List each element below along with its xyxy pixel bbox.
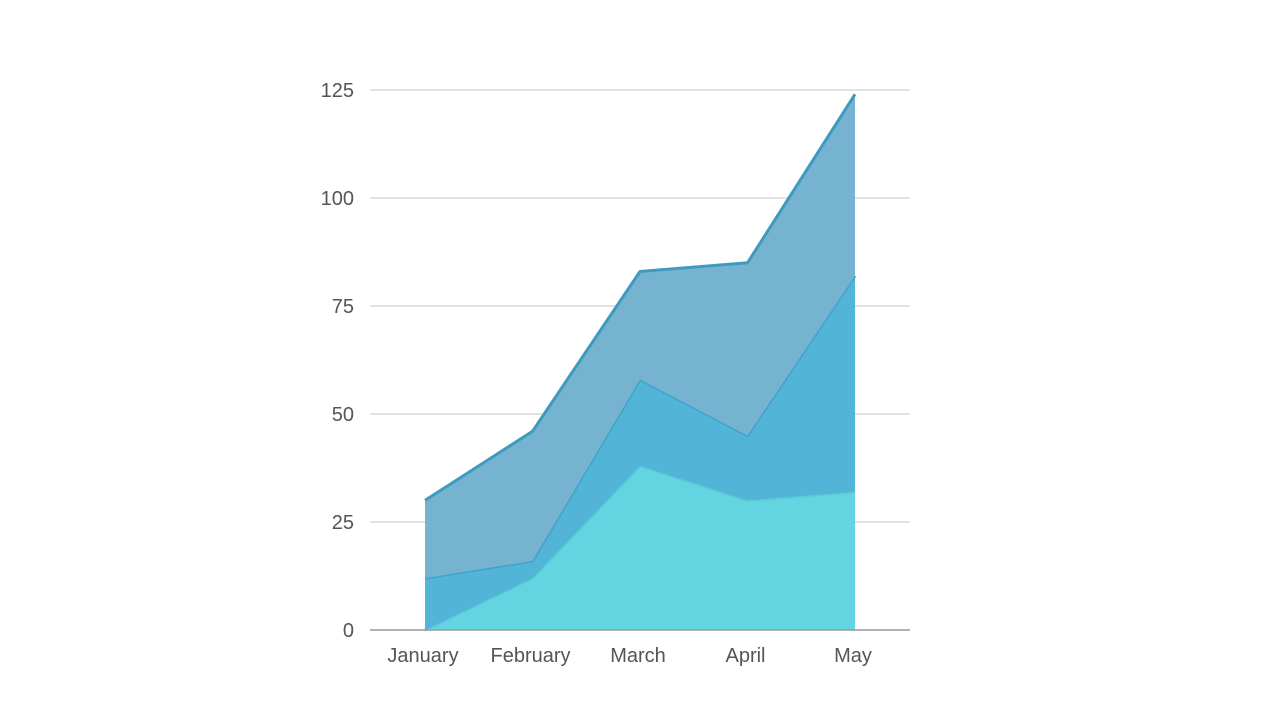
x-tick-label-january: January [387,645,458,667]
x-tick-label-february: February [490,645,570,667]
x-tick-labels: January February March April May [387,645,871,667]
x-tick-label-may: May [834,645,872,667]
area-series-2 [425,275,855,630]
x-tick-label-march: March [610,645,666,667]
y-tick-label-75: 75 [332,296,354,318]
y-tick-label-25: 25 [332,512,354,534]
x-tick-label-april: April [725,645,765,667]
y-tick-label-0: 0 [343,620,354,642]
y-tick-label-125: 125 [321,80,354,102]
area-series-1 [425,465,855,630]
y-tick-label-100: 100 [321,188,354,210]
area-series-3 [425,94,855,579]
y-tick-labels: 0 25 50 75 100 125 [321,80,354,642]
y-tick-label-50: 50 [332,404,354,426]
line-series-3 [424,93,857,502]
areas [424,93,857,632]
